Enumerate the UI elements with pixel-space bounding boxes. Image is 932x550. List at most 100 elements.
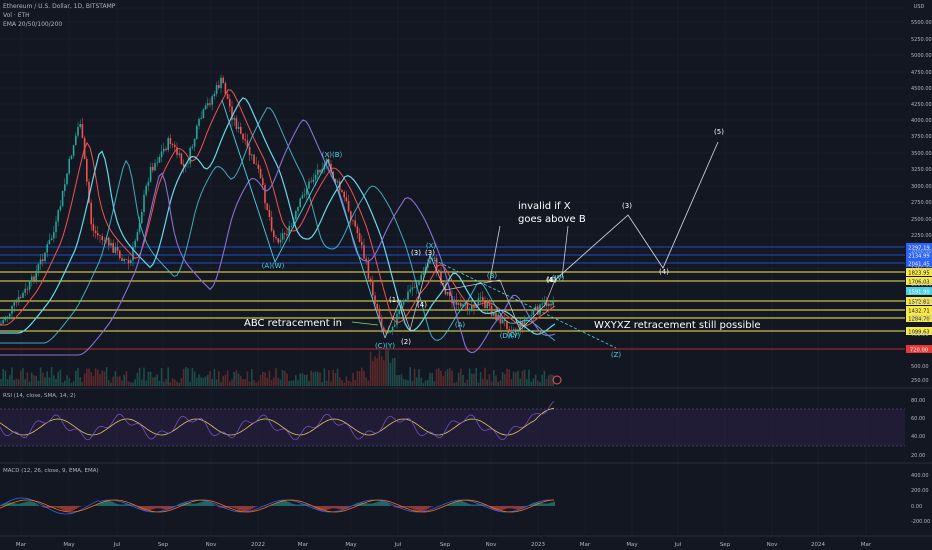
macd-hist-bar xyxy=(55,506,57,508)
volume-bar xyxy=(17,379,20,386)
wave-label-13: (W) xyxy=(552,274,565,282)
candle-body xyxy=(455,299,458,305)
level-tag-2: 2041.45 xyxy=(908,261,929,267)
volume-bar xyxy=(121,380,123,386)
wave-abc-path xyxy=(221,99,386,339)
macd-hist-bar xyxy=(17,503,19,506)
macd-hist-bar xyxy=(425,506,427,510)
macd-tick-2: 0.00 xyxy=(911,504,922,510)
volume-bar xyxy=(352,372,354,386)
candle-body xyxy=(405,299,407,301)
candle-body xyxy=(361,241,363,246)
macd-hist-bar xyxy=(209,502,211,506)
volume-bar xyxy=(396,375,398,386)
volume-bar xyxy=(550,374,552,386)
candle-body xyxy=(24,288,26,293)
candle-body xyxy=(319,169,321,173)
candle-body xyxy=(196,125,198,139)
volume-bar xyxy=(204,376,207,386)
wave-label-11: (D)(Y) xyxy=(500,332,521,340)
rsi-band xyxy=(0,409,905,446)
volume-bar xyxy=(20,370,22,386)
volume-bar xyxy=(79,377,81,386)
macd-tick-0: 400.00 xyxy=(911,473,929,479)
time-tick-12: Mar xyxy=(580,542,591,548)
time-tick-16: Nov xyxy=(767,542,778,548)
projection-path xyxy=(554,141,719,281)
candle-body xyxy=(334,178,337,183)
volume-bar xyxy=(374,356,376,386)
candle-body xyxy=(72,145,75,156)
candle-body xyxy=(407,291,409,300)
macd-hist-bar xyxy=(451,503,453,506)
candle-body xyxy=(75,135,77,146)
candle-body xyxy=(548,303,550,306)
volume-bar xyxy=(75,370,77,386)
macd-hist-bar xyxy=(33,502,35,506)
annotations: invalid if X goes above B ABC retracement … xyxy=(244,201,761,385)
macd-hist-bar xyxy=(517,506,519,510)
macd-hist-bar xyxy=(271,505,273,506)
candle-body xyxy=(532,310,535,316)
wave-labels: (A)(W) (X)(B) (C)(Y) (1) (2) (3) (4) (X) (A) (B) (… xyxy=(262,128,725,359)
macd-hist-bar xyxy=(383,501,385,506)
volume-bar xyxy=(136,372,139,386)
candle-body xyxy=(187,163,189,165)
macd-hist-bar xyxy=(355,503,357,506)
candle-body xyxy=(479,297,482,299)
wave-label-18: (3) xyxy=(425,249,435,257)
volume-bar xyxy=(97,369,99,386)
candle-body xyxy=(59,206,62,211)
volume-bar xyxy=(466,379,469,386)
candle-body xyxy=(281,233,284,240)
macd-hist-bar xyxy=(479,504,481,506)
volume-bar xyxy=(209,371,211,386)
macd-hist-bar xyxy=(473,504,475,506)
volume-bar xyxy=(330,381,332,386)
volume-bar xyxy=(189,381,191,386)
macd-hist-bar xyxy=(513,506,515,509)
candle-body xyxy=(526,318,528,320)
candle-body xyxy=(246,140,249,148)
macd-hist-bar xyxy=(281,500,283,506)
volume-bar xyxy=(295,375,297,386)
macd-hist-bar xyxy=(331,506,333,509)
candle-body xyxy=(273,230,275,237)
macd-hist-bar xyxy=(157,506,159,509)
macd-hist-bar xyxy=(47,506,49,508)
macd-hist-bar xyxy=(27,501,29,506)
level-tag-5: 1591.90 xyxy=(908,289,929,295)
candle-body xyxy=(477,298,480,306)
volume-bar xyxy=(149,371,152,386)
macd-hist-bar xyxy=(457,500,459,506)
volume-bar xyxy=(336,368,339,386)
candle-body xyxy=(92,224,95,231)
candle-body xyxy=(442,282,444,285)
volume-bar xyxy=(39,367,42,386)
macd-hist-bar xyxy=(309,505,311,506)
wave-label-12: (E) xyxy=(547,276,557,284)
annotation-invalid-line1: invalid if X xyxy=(518,201,571,212)
macd-hist-bar xyxy=(369,503,371,506)
candle-body xyxy=(464,302,466,305)
macd-hist-bar xyxy=(3,503,5,506)
candle-body xyxy=(341,190,343,192)
volume-bar xyxy=(482,378,484,386)
volume-bar xyxy=(548,375,550,386)
volume-bar xyxy=(88,368,90,386)
candle-body xyxy=(543,302,546,304)
candle-body xyxy=(149,166,152,182)
macd-hist-bar xyxy=(159,506,161,509)
volume-bar xyxy=(6,379,9,386)
macd-hist-bar xyxy=(117,504,119,506)
volume-bar xyxy=(380,356,383,386)
candle-body xyxy=(174,144,176,148)
macd-hist-bar xyxy=(207,501,209,506)
macd-hist-bar xyxy=(297,504,299,506)
wave-label-6: (4) xyxy=(417,301,427,309)
macd-hist-bar xyxy=(189,503,191,506)
wave-label-15: (4) xyxy=(659,268,669,276)
price-tick-22: 250.00 xyxy=(911,378,929,384)
abc-arrow xyxy=(351,321,379,326)
